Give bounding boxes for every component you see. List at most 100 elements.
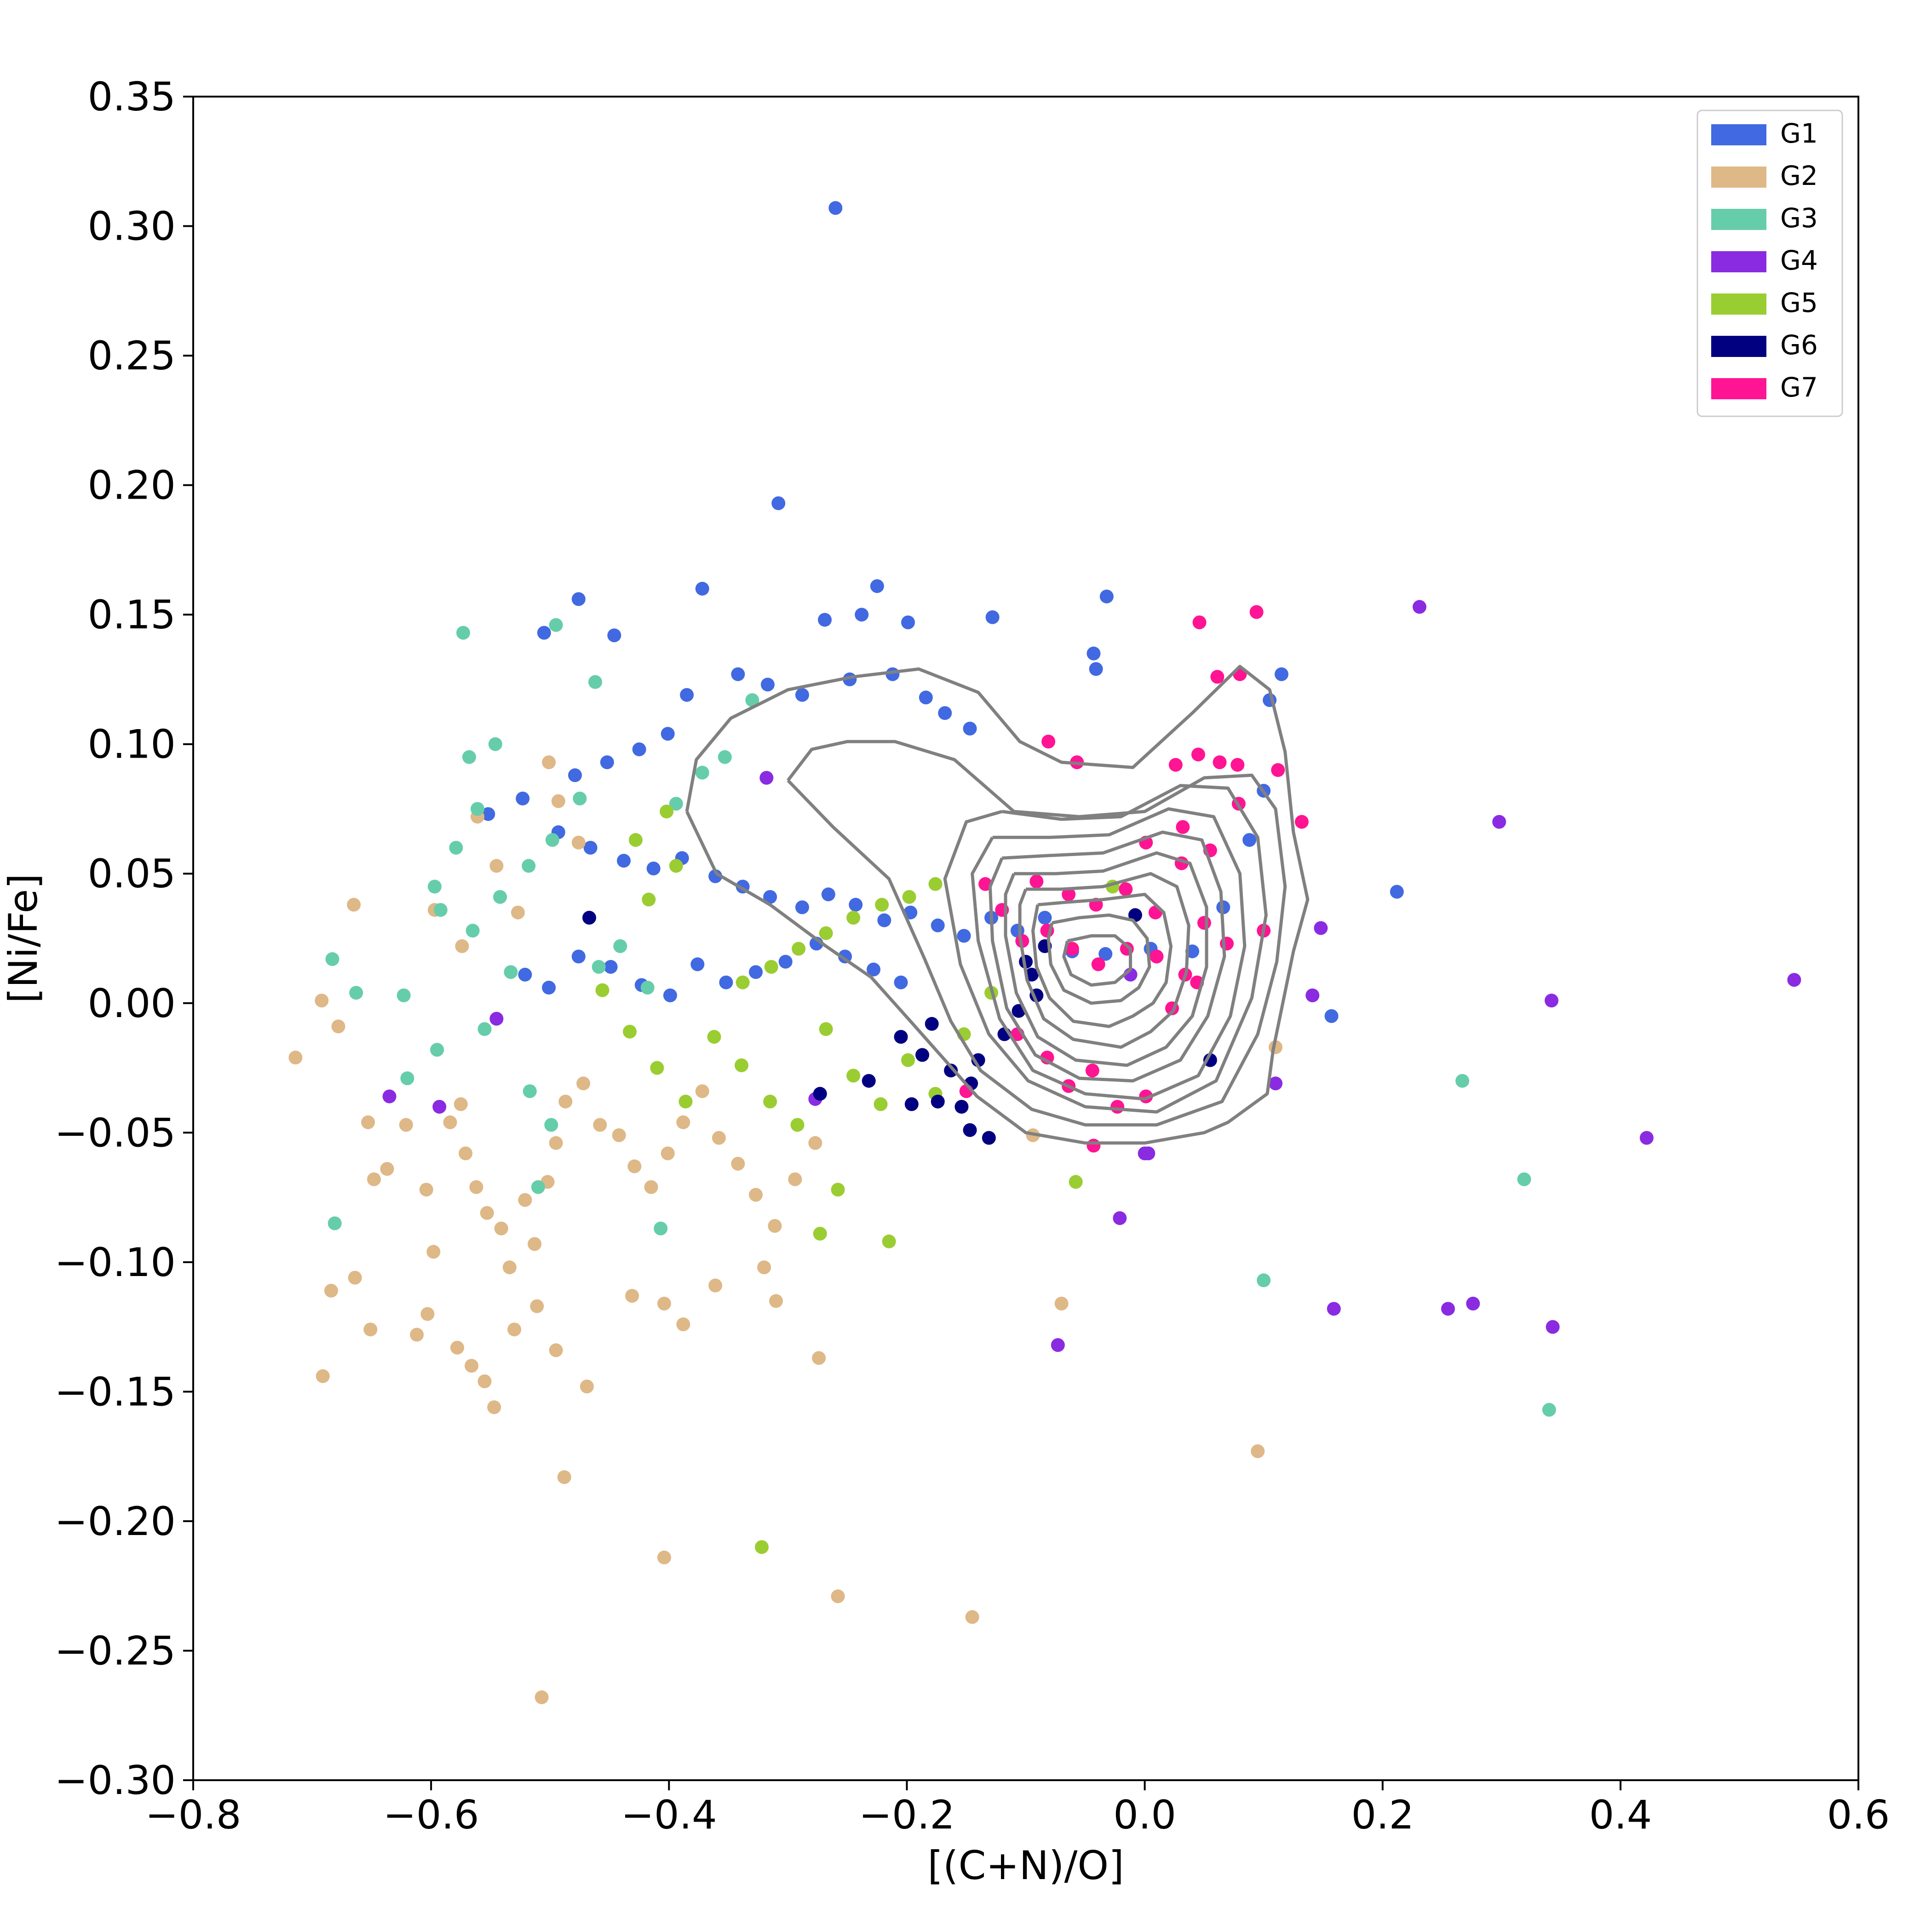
point-g2 <box>410 1328 424 1342</box>
point-g1 <box>708 869 723 883</box>
point-g2 <box>535 1690 549 1704</box>
point-g7 <box>1294 815 1309 829</box>
point-g6 <box>925 1017 939 1031</box>
point-g2 <box>324 1283 338 1298</box>
x-tick-label: −0.2 <box>859 1792 955 1838</box>
point-g1 <box>938 706 952 720</box>
point-g2 <box>443 1115 457 1129</box>
point-g4 <box>1544 994 1558 1008</box>
point-g1 <box>763 890 777 904</box>
x-axis-label: [(C+N)/O] <box>927 1843 1124 1889</box>
point-g1 <box>821 887 835 902</box>
point-g7 <box>1091 957 1105 972</box>
point-g1 <box>870 579 884 593</box>
point-g2 <box>695 1084 709 1098</box>
point-g2 <box>331 1019 345 1034</box>
point-g2 <box>507 1322 522 1337</box>
point-g3 <box>1542 1403 1556 1417</box>
point-g3 <box>325 952 339 966</box>
point-g4 <box>1314 921 1328 935</box>
point-g2 <box>657 1550 671 1564</box>
y-tick-label: 0.25 <box>88 333 176 379</box>
contour-layer <box>685 665 1310 1145</box>
point-g6 <box>894 1030 908 1044</box>
point-g1 <box>985 610 1000 624</box>
point-g5 <box>763 1094 777 1109</box>
point-g3 <box>523 1084 537 1098</box>
point-g3 <box>669 797 683 811</box>
point-g2 <box>571 835 586 850</box>
point-g6 <box>582 911 596 925</box>
point-g1 <box>1242 833 1257 847</box>
point-g1 <box>537 626 551 640</box>
point-g2 <box>480 1206 494 1220</box>
point-g5 <box>846 1069 861 1083</box>
point-g2 <box>454 1097 468 1111</box>
point-g2 <box>530 1299 544 1313</box>
y-tick-label: 0.05 <box>88 851 176 897</box>
point-g5 <box>735 1058 748 1072</box>
point-g7 <box>1192 615 1207 629</box>
point-g2 <box>502 1260 517 1275</box>
legend-label-g3: G3 <box>1780 202 1818 234</box>
point-g5 <box>846 911 861 925</box>
point-g2 <box>676 1317 690 1331</box>
point-g7 <box>1213 755 1227 770</box>
legend: G1 G2 G3 G4 G5 G6 G7 <box>1696 109 1843 417</box>
point-g5 <box>650 1061 664 1075</box>
point-g2 <box>1251 1444 1265 1458</box>
point-g3 <box>477 1022 492 1036</box>
point-g2 <box>419 1183 433 1197</box>
point-g3 <box>745 693 759 707</box>
point-g2 <box>576 1076 591 1091</box>
series-g4 <box>382 600 1801 1352</box>
point-g2 <box>712 1131 726 1145</box>
x-tick-label: 0.6 <box>1827 1792 1890 1838</box>
legend-label-g5: G5 <box>1780 287 1818 318</box>
point-g2 <box>612 1128 626 1142</box>
legend-swatch-g4 <box>1711 251 1766 272</box>
point-g1 <box>877 913 891 927</box>
point-g2 <box>768 1219 782 1233</box>
point-g1 <box>661 727 675 741</box>
y-tick-label: 0.35 <box>88 74 176 120</box>
point-g4 <box>1412 600 1426 614</box>
point-g5 <box>628 833 643 847</box>
point-g3 <box>544 1118 558 1132</box>
x-tick-label: 0.4 <box>1589 1792 1652 1838</box>
point-g4 <box>1787 973 1801 987</box>
point-g5 <box>642 892 656 907</box>
legend-swatch-g3 <box>1711 209 1766 230</box>
point-g1 <box>731 667 745 681</box>
point-g2 <box>757 1260 771 1275</box>
point-g7 <box>1210 670 1225 684</box>
density-contour <box>943 784 1268 1114</box>
point-g5 <box>792 942 806 956</box>
point-g6 <box>904 1097 919 1111</box>
point-g2 <box>965 1610 979 1624</box>
point-g2 <box>1054 1296 1069 1311</box>
point-g1 <box>690 957 705 972</box>
point-g2 <box>625 1289 639 1303</box>
point-g4 <box>489 1012 504 1026</box>
point-g3 <box>654 1221 668 1236</box>
point-g2 <box>494 1221 508 1236</box>
point-g3 <box>549 618 563 632</box>
point-g7 <box>1230 758 1245 772</box>
point-g3 <box>400 1071 414 1086</box>
point-g3 <box>1517 1172 1531 1186</box>
point-g1 <box>957 929 971 943</box>
density-contour <box>1004 851 1208 1067</box>
point-g7 <box>1271 763 1285 777</box>
point-g7 <box>1168 758 1183 772</box>
point-g6 <box>963 1123 977 1137</box>
point-g2 <box>420 1307 435 1321</box>
y-tick-label: 0.15 <box>88 592 176 638</box>
y-tick-label: −0.05 <box>54 1110 176 1156</box>
y-axis: −0.30 −0.25 −0.20 −0.15 −0.10 −0.05 0.00 0.05 0.… <box>54 74 193 1804</box>
point-g2 <box>528 1237 542 1251</box>
point-g1 <box>571 592 586 606</box>
point-g4 <box>1441 1302 1455 1316</box>
point-g2 <box>477 1374 492 1388</box>
point-g2 <box>731 1156 745 1171</box>
